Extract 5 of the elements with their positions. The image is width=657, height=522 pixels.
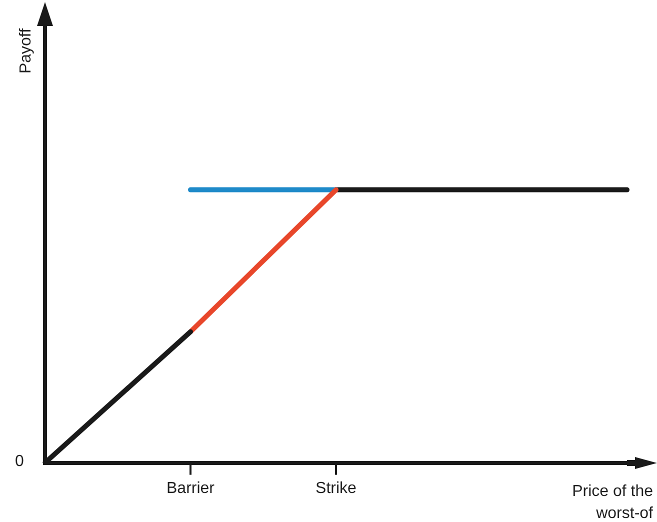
x-axis-title: Price of the worst-of	[571, 482, 653, 522]
text: Payoff	[17, 28, 36, 74]
x-tick-label: Strike	[316, 480, 357, 497]
text: 0	[15, 452, 24, 471]
x-tick-label: Barrier	[166, 480, 216, 497]
